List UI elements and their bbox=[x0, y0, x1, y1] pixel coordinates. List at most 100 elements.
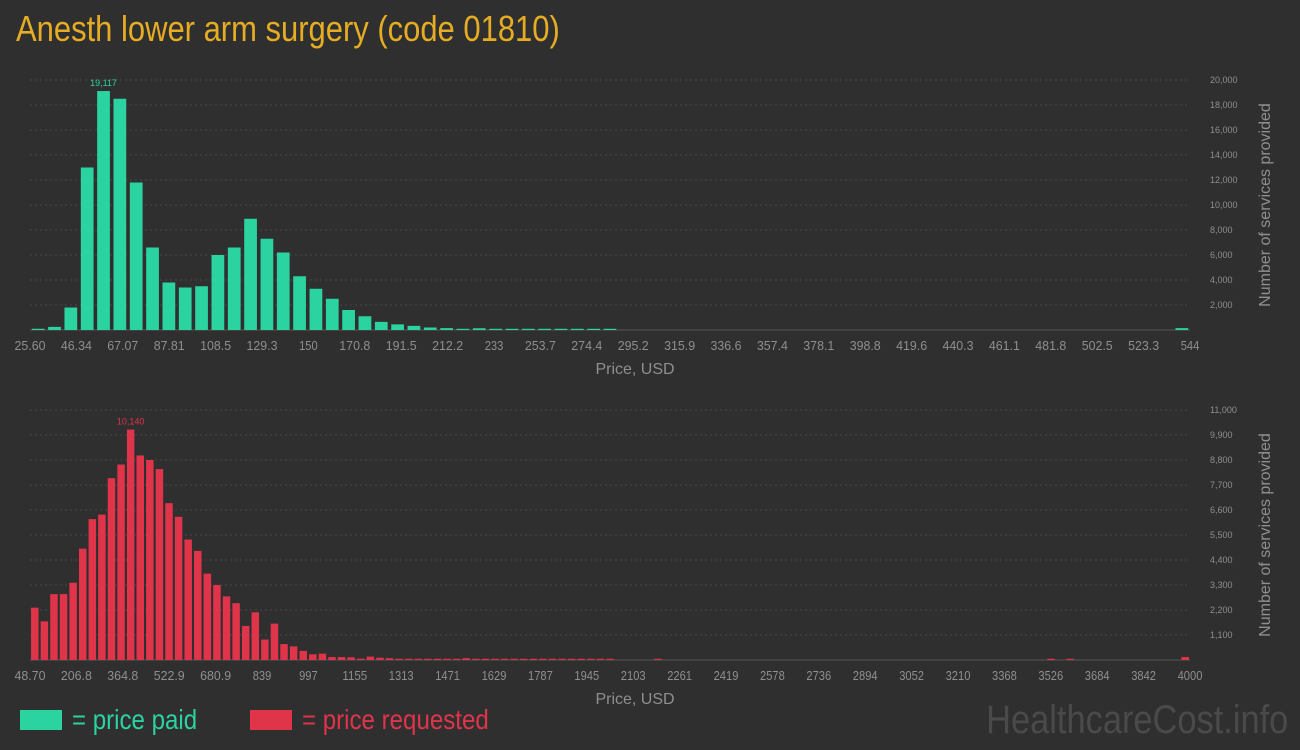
x-tick-label: 544 bbox=[1181, 338, 1200, 353]
x-tick-label: 108.5 bbox=[200, 338, 231, 353]
bar bbox=[107, 478, 116, 660]
bar bbox=[452, 658, 461, 660]
bar bbox=[146, 247, 159, 330]
x-tick-label: 212.2 bbox=[432, 338, 463, 353]
bar bbox=[69, 582, 77, 660]
x-tick-label: 522.9 bbox=[154, 668, 185, 683]
legend-paid-label: = price paid bbox=[72, 704, 198, 735]
bar bbox=[1047, 658, 1055, 660]
bar bbox=[260, 238, 274, 330]
x-tick-label: 378.1 bbox=[803, 338, 834, 353]
x-tick-label: 3526 bbox=[1038, 668, 1063, 683]
peak-data-label: 19,117 bbox=[90, 78, 117, 88]
bar bbox=[213, 585, 221, 660]
bar bbox=[654, 658, 662, 660]
bar bbox=[491, 658, 499, 660]
bar bbox=[505, 328, 519, 330]
x-tick-label: 1155 bbox=[342, 668, 367, 683]
bar bbox=[59, 594, 68, 660]
y-tick-label: 10,000 bbox=[1210, 200, 1238, 210]
bar bbox=[539, 658, 547, 660]
y-axis-title: Number of services provided bbox=[1257, 103, 1274, 307]
bar bbox=[126, 429, 135, 660]
bar bbox=[357, 658, 365, 660]
bar bbox=[337, 657, 346, 660]
y-tick-label: 7,700 bbox=[1210, 480, 1233, 490]
bar bbox=[395, 658, 403, 660]
bar bbox=[567, 658, 576, 660]
x-tick-label: 2103 bbox=[621, 668, 646, 683]
bar bbox=[31, 607, 39, 660]
y-tick-label: 5,500 bbox=[1210, 530, 1233, 540]
bar bbox=[244, 218, 257, 330]
bar bbox=[318, 653, 327, 660]
bar bbox=[596, 658, 605, 660]
legend-paid-swatch bbox=[20, 710, 62, 730]
bar bbox=[443, 658, 451, 660]
x-tick-label: 1945 bbox=[574, 668, 599, 683]
bar bbox=[577, 658, 585, 660]
x-tick-label: 253.7 bbox=[525, 338, 556, 353]
x-tick-label: 87.81 bbox=[154, 338, 185, 353]
bar bbox=[440, 328, 453, 330]
bar bbox=[178, 287, 192, 330]
bar bbox=[97, 91, 110, 330]
bar bbox=[174, 516, 183, 660]
x-tick-label: 274.4 bbox=[571, 338, 602, 353]
bar bbox=[251, 612, 260, 660]
bar bbox=[385, 658, 394, 660]
y-tick-label: 12,000 bbox=[1210, 175, 1238, 185]
x-tick-label: 1787 bbox=[528, 668, 553, 683]
bar bbox=[1066, 658, 1074, 660]
bar bbox=[270, 623, 279, 660]
bar bbox=[472, 328, 486, 330]
y-tick-label: 2,000 bbox=[1210, 300, 1233, 310]
bar bbox=[78, 548, 87, 660]
x-tick-label: 129.3 bbox=[247, 338, 278, 353]
bar bbox=[117, 464, 125, 660]
x-tick-label: 997 bbox=[299, 668, 318, 683]
x-tick-label: 2578 bbox=[760, 668, 785, 683]
x-tick-label: 357.4 bbox=[757, 338, 788, 353]
bar bbox=[195, 286, 208, 330]
bar bbox=[276, 252, 290, 330]
x-tick-label: 150 bbox=[299, 338, 318, 353]
x-tick-label: 25.60 bbox=[15, 338, 46, 353]
x-tick-label: 4000 bbox=[1178, 668, 1203, 683]
bar bbox=[194, 550, 202, 660]
bar bbox=[261, 639, 269, 660]
bar bbox=[587, 328, 601, 330]
x-tick-label: 191.5 bbox=[386, 338, 417, 353]
bar bbox=[129, 182, 143, 330]
bar bbox=[587, 658, 595, 660]
x-tick-label: 680.9 bbox=[200, 668, 231, 683]
bar bbox=[404, 658, 413, 660]
x-tick-label: 315.9 bbox=[664, 338, 695, 353]
legend-requested: = price requested bbox=[250, 704, 519, 736]
bar bbox=[489, 328, 503, 330]
legend-requested-swatch bbox=[250, 710, 292, 730]
bar bbox=[289, 646, 298, 660]
bar bbox=[146, 460, 154, 660]
x-axis-title: Price, USD bbox=[595, 361, 674, 378]
bar bbox=[433, 658, 442, 660]
bar bbox=[309, 288, 323, 330]
bar bbox=[1175, 328, 1189, 330]
x-axis-title: Price, USD bbox=[595, 691, 674, 708]
x-tick-label: 48.70 bbox=[15, 668, 46, 683]
bar bbox=[342, 310, 355, 330]
x-tick-label: 481.8 bbox=[1035, 338, 1066, 353]
x-tick-label: 2419 bbox=[714, 668, 739, 683]
bar bbox=[500, 658, 509, 660]
bar bbox=[376, 657, 384, 660]
bar bbox=[472, 658, 480, 660]
y-tick-label: 8,000 bbox=[1210, 225, 1233, 235]
bar bbox=[162, 282, 176, 330]
bar bbox=[88, 519, 97, 660]
y-tick-label: 1,100 bbox=[1210, 630, 1233, 640]
bar bbox=[184, 539, 192, 660]
x-tick-label: 206.8 bbox=[61, 668, 92, 683]
bar bbox=[481, 658, 490, 660]
x-tick-label: 2894 bbox=[853, 668, 878, 683]
